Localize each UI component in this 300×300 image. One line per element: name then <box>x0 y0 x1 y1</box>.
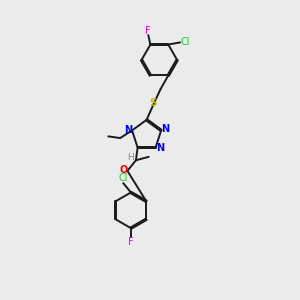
Text: F: F <box>128 237 134 247</box>
Text: Cl: Cl <box>181 38 190 47</box>
Text: S: S <box>149 98 157 109</box>
Text: O: O <box>120 165 128 175</box>
Text: N: N <box>161 124 169 134</box>
Text: N: N <box>124 125 132 135</box>
Text: Cl: Cl <box>118 173 128 183</box>
Text: N: N <box>156 143 164 153</box>
Text: H: H <box>128 153 134 162</box>
Text: F: F <box>146 26 151 36</box>
